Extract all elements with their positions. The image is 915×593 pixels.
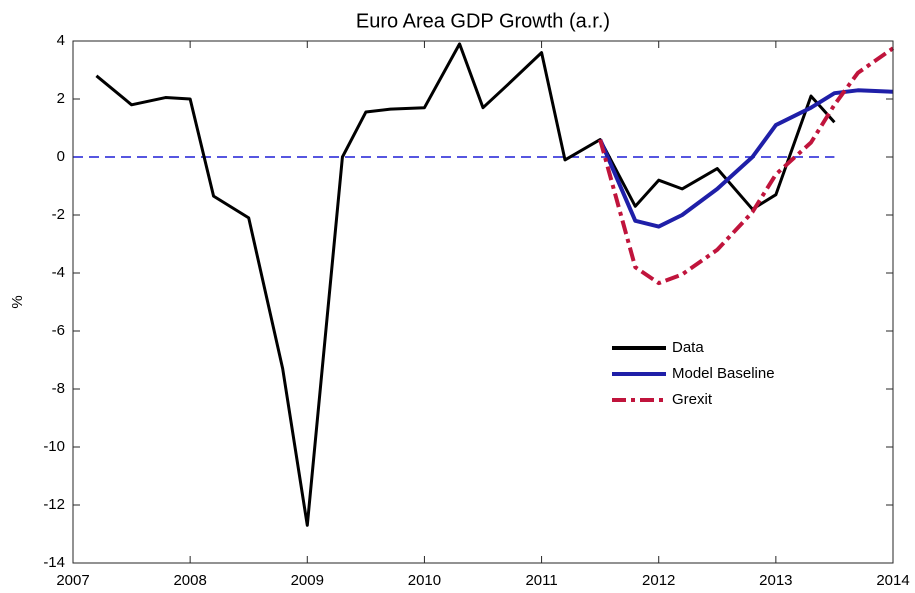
x-tick-label: 2009 [291, 572, 324, 589]
y-tick-label: 2 [57, 90, 65, 107]
x-tick-label: 2007 [56, 572, 89, 589]
y-tick-label: 0 [57, 148, 65, 165]
legend-label: Data [672, 339, 704, 356]
y-tick-label: 4 [57, 32, 65, 49]
plot-area [73, 41, 893, 563]
x-tick-label: 2012 [642, 572, 675, 589]
legend-label: Grexit [672, 391, 713, 408]
x-tick-label: 2013 [759, 572, 792, 589]
x-tick-label: 2011 [525, 572, 557, 589]
series-line [598, 46, 895, 286]
x-tick-label: 2010 [408, 572, 441, 589]
y-tick-label: -12 [43, 496, 65, 513]
y-tick-label: -10 [43, 438, 65, 455]
chart-title: Euro Area GDP Growth (a.r.) [356, 10, 610, 32]
series-line [95, 42, 836, 527]
axes-box [72, 40, 894, 564]
y-tick-label: -2 [52, 206, 65, 223]
y-tick-label: -14 [43, 554, 65, 571]
y-tick-label: -8 [52, 380, 65, 397]
x-tick-label: 2014 [876, 572, 909, 589]
y-axis-label: % [9, 295, 26, 308]
legend-label: Model Baseline [672, 365, 775, 382]
y-tick-label: -6 [52, 322, 65, 339]
y-tick-label: -4 [52, 264, 65, 281]
x-tick-label: 2008 [173, 572, 206, 589]
